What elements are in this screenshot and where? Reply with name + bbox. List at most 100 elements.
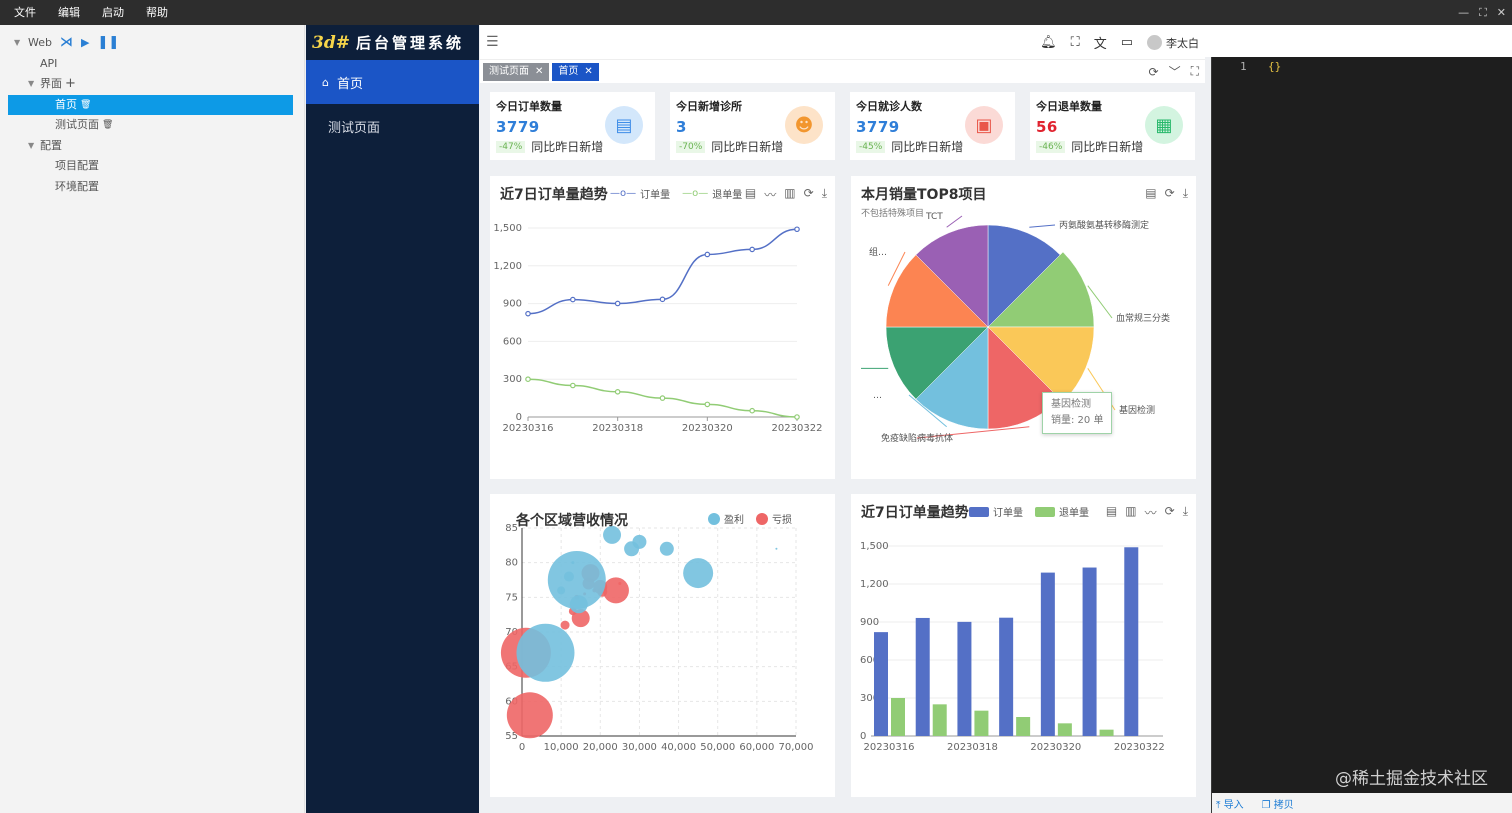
trash-icon[interactable]: 🗑 [80, 99, 92, 110]
restore-icon[interactable]: ⟳ [1164, 186, 1175, 200]
pause-icon[interactable]: ❚❚ [97, 35, 120, 50]
bubble-盈利 [571, 561, 575, 565]
chevron-down-icon[interactable]: ▼ [14, 38, 21, 47]
legend-refunds[interactable]: 退单量 [1035, 504, 1089, 519]
download-icon[interactable]: ⤓ [821, 186, 827, 200]
trash-icon[interactable]: 🗑 [102, 120, 114, 130]
pie-slice [885, 326, 989, 400]
editor-top [1205, 25, 1512, 57]
legend-orders[interactable]: 订单量 [969, 504, 1023, 519]
data-point [704, 251, 711, 258]
download-icon[interactable]: ⤓ [1182, 186, 1188, 200]
chart-toolbox: ▤ ▥ 〰 ⟳ ⤓ [1106, 504, 1188, 521]
menu-file[interactable]: 文件 [14, 6, 36, 19]
restore-icon[interactable]: ⟳ [803, 186, 814, 200]
data-point [570, 296, 576, 303]
legend-profit[interactable]: 盈利 [708, 511, 744, 526]
bar-refunds [932, 704, 947, 736]
stat-percent: -70% [676, 140, 706, 153]
translate-icon[interactable]: 文 [1093, 37, 1107, 52]
bar-switch-icon[interactable]: ▥ [784, 186, 796, 200]
stat-percent: -45% [856, 140, 886, 153]
close-icon[interactable]: ✕ [584, 65, 593, 77]
tree-item-test-page[interactable]: 测试页面 🗑 [0, 115, 304, 136]
chevron-down-icon[interactable]: ▼ [28, 140, 35, 150]
data-view-icon[interactable]: ▤ [744, 186, 757, 200]
bubble-盈利 [557, 586, 566, 595]
line-switch-icon[interactable]: 〰 [1144, 506, 1157, 520]
legend-orders[interactable]: —o— 订单量 [610, 188, 671, 201]
bubble-chart: 0 10,000 20,000 30,000 40,000 50,000 60,000 70,… [500, 523, 814, 753]
fullscreen-icon[interactable]: ⛶ [1070, 35, 1080, 50]
legend-refunds[interactable]: —o— 退单量 [682, 188, 743, 201]
stat-desc: 同比昨日新增 [531, 140, 604, 154]
line-switch-icon[interactable]: 〰 [764, 188, 777, 202]
data-point [525, 310, 531, 317]
menu-help[interactable]: 帮助 [146, 6, 168, 19]
bell-icon[interactable]: 🔔︎ [1040, 35, 1057, 50]
fullscreen-icon[interactable]: ⛶ [1190, 64, 1199, 78]
tree-item-home[interactable]: 首页 🗑 [8, 94, 293, 115]
stat-card-orders: 今日订单数量 3779 -47% 同比昨日新增 ▤ [490, 92, 655, 160]
refund-card-icon: ▣ [965, 106, 1003, 144]
import-button[interactable]: ⤒ 导入 [1216, 799, 1244, 811]
legend-loss[interactable]: 亏损 [756, 511, 792, 526]
code-text[interactable]: {} [1268, 60, 1282, 73]
tree-item-interface[interactable]: ▼ 界面 + [0, 74, 304, 95]
sidebar-item-home[interactable]: ⌂ 首页 [306, 60, 479, 104]
splitter[interactable] [1205, 57, 1211, 813]
slice-label: … [873, 391, 882, 401]
tree-item-web[interactable]: ▼ Web ⋊ ▶ ❚❚ [0, 33, 304, 54]
close-icon[interactable]: ✕ [1496, 6, 1506, 19]
chevron-down-icon[interactable]: ▼ [28, 79, 35, 88]
chart-toolbox: ▤ ⟳ ⤓ [1145, 186, 1188, 201]
chevron-down-icon[interactable]: ﹀ [1168, 65, 1181, 79]
minimize-icon[interactable]: — [1458, 6, 1470, 19]
menu-fold-icon[interactable]: ☰ [486, 34, 499, 50]
data-view-icon[interactable]: ▤ [1145, 186, 1157, 200]
avatar [1147, 35, 1162, 50]
layout-icon[interactable]: ▭ [1120, 35, 1133, 50]
chart-subtitle: 不包括特殊项目 [861, 209, 925, 219]
json-editor[interactable]: 1 {} ⤒ 导入 ❐ 拷贝 [1211, 57, 1512, 813]
bubble-chart-card: 0 10,000 20,000 30,000 40,000 50,000 60,000 70,… [490, 494, 835, 797]
vscode-icon[interactable]: ⋊ [59, 35, 73, 50]
tree-item-config[interactable]: ▼ 配置 [0, 136, 304, 157]
chart-title: 本月销量TOP8项目 [861, 187, 987, 203]
restore-icon[interactable]: ⟳ [1164, 504, 1175, 518]
bubble-盈利 [683, 558, 714, 589]
stat-title: 今日退单数量 [1036, 100, 1102, 113]
home-icon: ⌂ [322, 75, 329, 89]
download-icon[interactable]: ⤓ [1182, 504, 1188, 518]
play-icon[interactable]: ▶ [80, 36, 90, 49]
add-icon[interactable]: + [65, 76, 76, 91]
refresh-icon[interactable]: ⟳ [1148, 64, 1159, 79]
bubble-盈利 [569, 595, 588, 614]
maximize-icon[interactable]: ⛶ [1479, 6, 1487, 19]
tree-item-project-config[interactable]: 项目配置 [0, 156, 304, 177]
bar-switch-icon[interactable]: ▥ [1125, 504, 1137, 518]
user-menu[interactable]: 李太白 [1147, 35, 1199, 51]
app-header: ☰ 🔔︎ ⛶ 文 ▭ 李太白 [480, 25, 1205, 60]
tree-item-api[interactable]: API [0, 54, 304, 75]
tab-test-page[interactable]: 测试页面 ✕ [483, 62, 550, 81]
bar-orders [1040, 572, 1055, 736]
close-icon[interactable]: ✕ [535, 65, 544, 77]
sidebar-item-label: 测试页面 [328, 120, 381, 136]
data-point [704, 401, 711, 408]
menu-launch[interactable]: 启动 [102, 6, 124, 19]
copy-button[interactable]: ❐ 拷贝 [1261, 799, 1294, 811]
menu-edit[interactable]: 编辑 [58, 6, 80, 19]
app-sidebar: 3d# 后台管理系统 ⌂ 首页 测试页面 [306, 25, 479, 813]
sidebar-item-test-page[interactable]: 测试页面 [306, 104, 479, 148]
tree-item-env-config[interactable]: 环境配置 [0, 177, 304, 198]
tab-home[interactable]: 首页 ✕ [552, 62, 599, 81]
y-tick-label: 1,200 [493, 261, 522, 272]
data-view-icon[interactable]: ▤ [1105, 504, 1118, 518]
watermark: @稀土掘金技术社区 [1335, 769, 1488, 789]
tree-item-label: 配置 [40, 138, 62, 152]
pie-slice [987, 224, 1061, 328]
line-chart: 0 300 600 900 1,200 1,500 20230316 20230318 2023… [493, 223, 822, 434]
copy-icon: ❐ [1261, 799, 1274, 811]
data-point [659, 296, 666, 303]
